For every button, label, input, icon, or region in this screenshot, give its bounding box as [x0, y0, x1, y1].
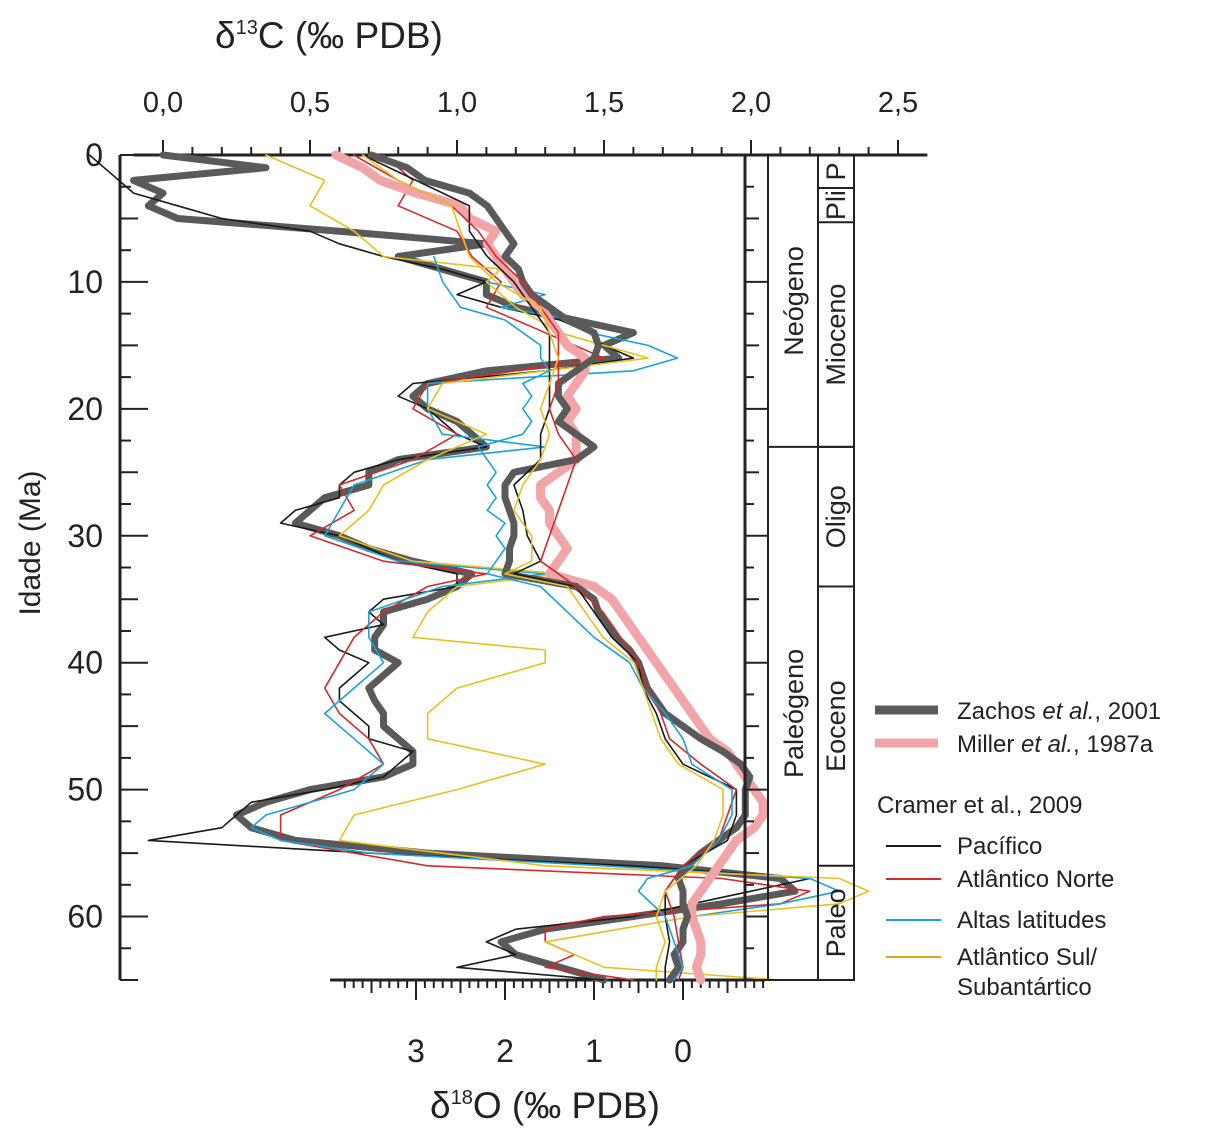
top-axis-tick-label: 2,0 — [731, 87, 771, 119]
left-axis-tick-label: 30 — [67, 518, 103, 554]
bottom-axis-tick-label: 1 — [585, 1033, 603, 1069]
top-axis-tick-label: 1,5 — [584, 87, 624, 119]
legend-label: Atlântico Sul/ — [957, 944, 1097, 971]
timescale-box — [767, 154, 855, 981]
d13c-series-line — [250, 281, 841, 918]
legend-label: Miller et al., 1987a — [957, 731, 1154, 758]
bottom-axis-tick-label: 2 — [496, 1033, 514, 1069]
epoch-label: P — [821, 162, 851, 180]
epoch-label: Eoceno — [821, 680, 851, 772]
legend-label: Subantártico — [957, 974, 1092, 1001]
left-axis-tick-label: 10 — [67, 264, 103, 300]
d13c-series-line — [130, 151, 799, 984]
left-axis-tick-label: 0 — [85, 137, 103, 173]
geologic-timescale: Neógeno Paleógeno P Pli Mioceno Oligo Eoceno Pa… — [743, 154, 855, 981]
legend-label: Zachos et al., 2001 — [957, 698, 1161, 725]
top-axis-tick-label: 2,5 — [878, 87, 918, 119]
bottom-axis-tick-label: 0 — [674, 1033, 692, 1069]
top-axis-tick-label: 0,5 — [290, 87, 330, 119]
d18o-series-group — [331, 150, 768, 985]
legend-group-title: Cramer et al., 2009 — [877, 792, 1082, 819]
legend: Zachos et al., 2001 Miller et al., 1987a C… — [875, 698, 1161, 1001]
period-label: Paleógeno — [779, 649, 809, 778]
epoch-label: Oligo — [821, 485, 851, 548]
d18o-series-line — [361, 154, 724, 981]
d13c-series-line — [265, 154, 870, 981]
left-axis-tick-label: 20 — [67, 391, 103, 427]
left-axis-tick-label: 60 — [67, 899, 103, 935]
d13c-series-line — [88, 154, 811, 981]
legend-label: Pacífico — [957, 833, 1042, 860]
top-axis — [133, 140, 928, 157]
left-axis-title: Idade (Ma) — [14, 470, 47, 615]
left-axis-tick-label: 40 — [67, 645, 103, 681]
bottom-axis: 3 2 1 0 — [330, 978, 765, 1069]
bottom-axis-tick-label: 3 — [407, 1033, 425, 1069]
d18o-series-line — [432, 255, 733, 981]
d18o-series-line — [352, 154, 738, 981]
top-axis-tick-label: 1,0 — [437, 87, 477, 119]
left-axis: 0 10 20 30 40 50 60 — [67, 137, 148, 981]
left-axis-tick-label: 50 — [67, 772, 103, 808]
epoch-label: Paleo — [821, 888, 851, 957]
top-axis-tick-labels: 0,0 0,5 1,0 1,5 2,0 2,5 — [143, 87, 918, 119]
d13c-series-line — [279, 154, 811, 981]
top-axis-title: δ13C (‰ PDB) — [215, 15, 443, 56]
bottom-axis-title: δ18O (‰ PDB) — [430, 1085, 660, 1126]
d13c-series-group — [88, 151, 870, 984]
legend-label: Atlântico Norte — [957, 866, 1114, 893]
epoch-label: Mioceno — [821, 284, 851, 386]
legend-label: Altas latitudes — [957, 907, 1106, 934]
epoch-label: Pli — [821, 190, 851, 220]
top-axis-tick-label: 0,0 — [143, 87, 183, 119]
period-label: Neógeno — [779, 246, 809, 356]
